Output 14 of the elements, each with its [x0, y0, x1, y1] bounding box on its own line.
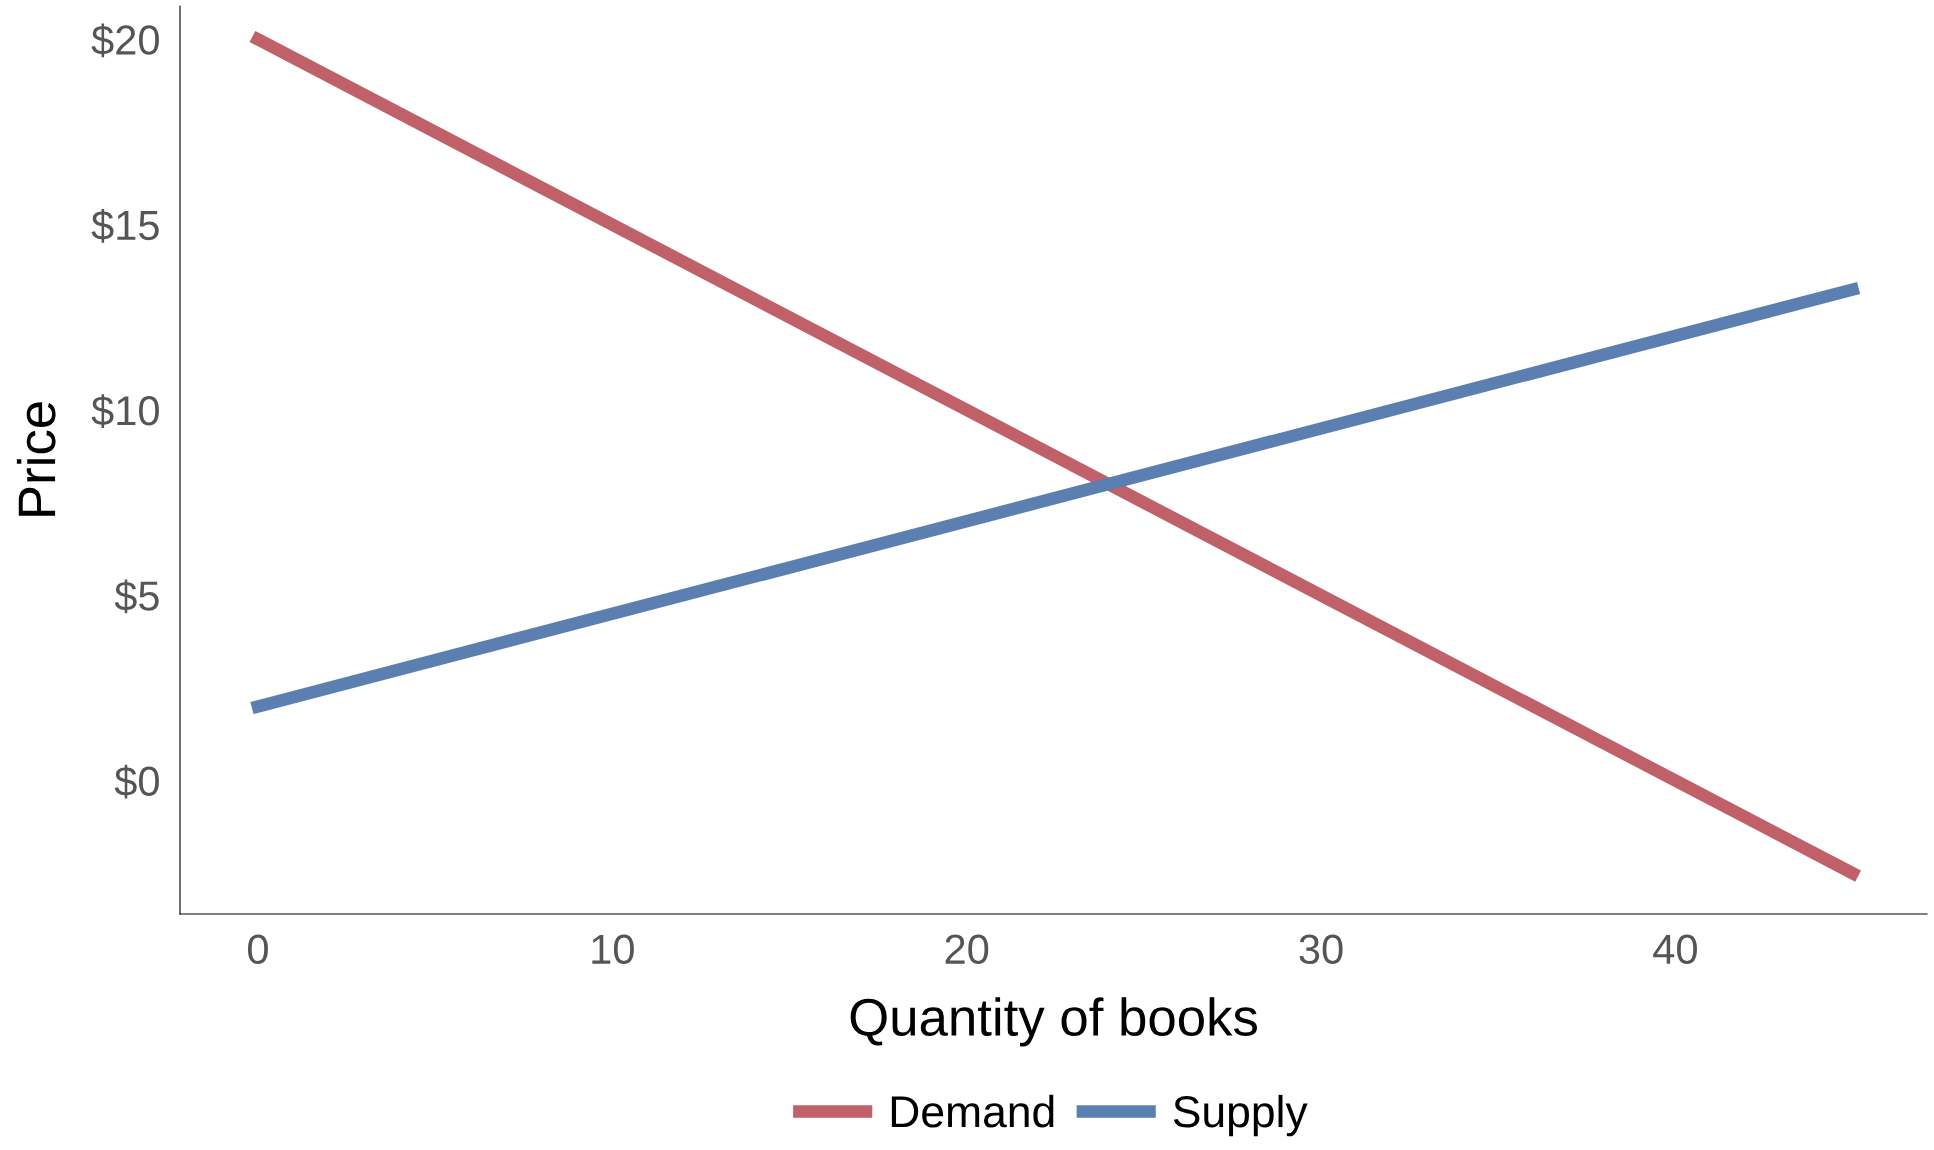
legend-label: Supply	[1173, 1094, 1308, 1137]
x-tick-label: 40	[1653, 934, 1697, 965]
x-tick-label: 0	[248, 934, 268, 965]
y-tick-label: $0	[114, 764, 159, 799]
x-tick-label: 20	[945, 934, 989, 965]
x-tick-label: 30	[1299, 934, 1343, 965]
y-tick-label: $10	[91, 394, 159, 428]
y-axis-title: Price	[16, 402, 56, 516]
y-tick-label: $5	[114, 579, 159, 614]
y-tick-label: $15	[91, 208, 159, 243]
x-tick-label: 10	[592, 934, 634, 965]
legend-label: Demand	[891, 1094, 1054, 1128]
y-tick-label: $20	[91, 23, 159, 58]
x-axis-title: Quantity of books	[850, 997, 1257, 1047]
